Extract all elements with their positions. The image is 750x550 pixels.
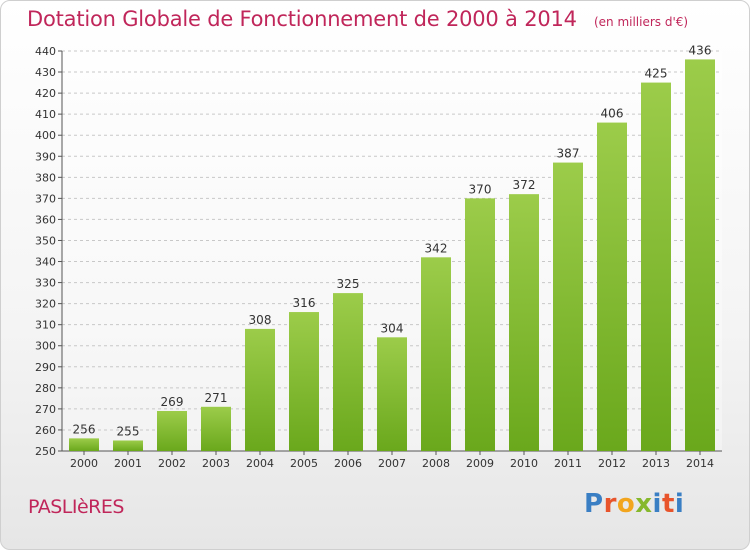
- bar: [597, 122, 627, 451]
- x-tick-label: 2002: [158, 457, 186, 470]
- bar: [113, 440, 143, 451]
- x-tick-label: 2013: [642, 457, 670, 470]
- y-tick-label: 350: [35, 234, 56, 247]
- x-tick-label: 2007: [378, 457, 406, 470]
- bar: [201, 406, 231, 451]
- chart-unit: (en milliers d'€): [593, 15, 689, 29]
- bar-value-label: 269: [161, 395, 184, 409]
- bar: [333, 293, 363, 451]
- bar: [69, 438, 99, 451]
- x-tick-label: 2014: [686, 457, 714, 470]
- x-tick-label: 2000: [70, 457, 98, 470]
- y-tick-label: 430: [35, 66, 56, 79]
- logo-letter: t: [661, 489, 675, 519]
- commune-name: PASLIèRES: [28, 496, 124, 518]
- bar: [377, 337, 407, 451]
- x-tick-label: 2012: [598, 457, 626, 470]
- y-tick-label: 280: [35, 382, 56, 395]
- bar: [245, 328, 275, 451]
- y-tick-label: 420: [35, 87, 56, 100]
- y-tick-label: 250: [35, 445, 56, 458]
- bar-value-label: 372: [513, 178, 536, 192]
- bar-value-label: 304: [381, 321, 404, 335]
- bar-value-label: 271: [205, 391, 228, 405]
- y-tick-label: 440: [35, 45, 56, 58]
- logo-letter: i: [674, 489, 685, 519]
- bar: [553, 162, 583, 451]
- bar: [641, 82, 671, 451]
- y-tick-label: 330: [35, 277, 56, 290]
- bar-value-label: 255: [117, 424, 140, 438]
- y-tick-label: 390: [35, 150, 56, 163]
- bar: [157, 411, 187, 451]
- logo-letter: o: [616, 489, 636, 519]
- y-tick-label: 320: [35, 298, 56, 311]
- x-tick-label: 2008: [422, 457, 450, 470]
- y-tick-label: 410: [35, 108, 56, 121]
- x-tick-label: 2004: [246, 457, 274, 470]
- y-tick-label: 260: [35, 424, 56, 437]
- proxiti-logo: Proxiti: [584, 489, 684, 519]
- y-tick-label: 340: [35, 256, 56, 269]
- y-tick-label: 290: [35, 361, 56, 374]
- y-tick-label: 310: [35, 319, 56, 332]
- logo-letter: x: [635, 489, 653, 519]
- bar: [509, 194, 539, 451]
- bar-value-label: 316: [293, 296, 316, 310]
- x-tick-label: 2005: [290, 457, 318, 470]
- bar: [421, 257, 451, 451]
- x-tick-label: 2010: [510, 457, 538, 470]
- x-tick-label: 2003: [202, 457, 230, 470]
- y-tick-label: 300: [35, 340, 56, 353]
- logo-letter: i: [652, 489, 662, 519]
- logo-letter: P: [584, 489, 604, 519]
- bar-value-label: 406: [601, 107, 624, 121]
- bar: [465, 198, 495, 451]
- chart-title: Dotation Globale de Fonctionnement de 20…: [27, 7, 577, 31]
- x-tick-label: 2011: [554, 457, 582, 470]
- bar-value-label: 342: [425, 241, 448, 255]
- bar-value-label: 325: [337, 277, 360, 291]
- y-tick-label: 270: [35, 403, 56, 416]
- bar-value-label: 256: [73, 422, 96, 436]
- x-tick-label: 2009: [466, 457, 494, 470]
- y-tick-label: 370: [35, 192, 56, 205]
- x-tick-label: 2006: [334, 457, 362, 470]
- logo-letter: r: [603, 489, 617, 519]
- chart-title-group: Dotation Globale de Fonctionnement de 20…: [27, 7, 688, 31]
- bar-value-label: 425: [645, 67, 668, 81]
- x-tick-label: 2001: [114, 457, 142, 470]
- bar-value-label: 436: [689, 43, 712, 57]
- y-tick-label: 360: [35, 213, 56, 226]
- bar-value-label: 308: [249, 313, 272, 327]
- y-tick-label: 400: [35, 129, 56, 142]
- bar: [685, 59, 715, 451]
- bar-value-label: 370: [469, 182, 492, 196]
- bar-value-label: 387: [557, 147, 580, 161]
- bar: [289, 312, 319, 451]
- y-tick-label: 380: [35, 171, 56, 184]
